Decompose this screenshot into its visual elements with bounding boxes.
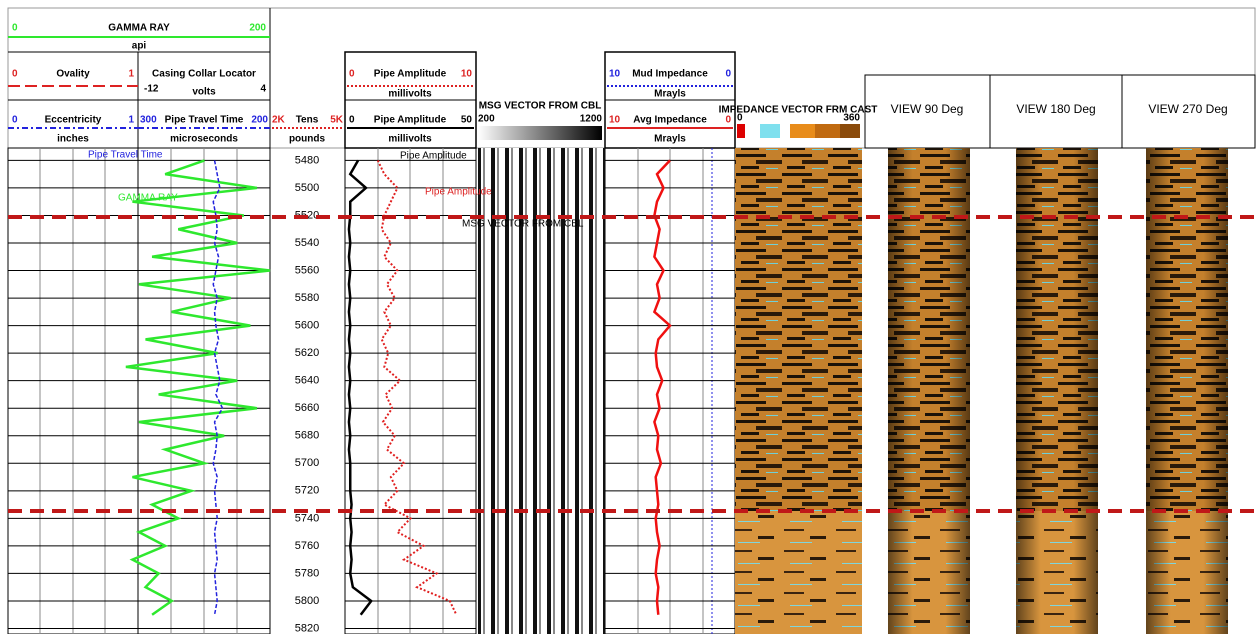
- scale-right: 10: [461, 69, 473, 80]
- curve-label: Pipe Travel Time: [88, 150, 163, 161]
- unit: microseconds: [170, 134, 238, 145]
- unit: volts: [192, 87, 216, 98]
- view-cylinders: [888, 148, 1228, 634]
- scale-left: 10: [609, 115, 621, 126]
- unit: millivolts: [388, 134, 432, 145]
- scale-left: 0: [349, 115, 355, 126]
- scale-right: 4: [260, 84, 266, 95]
- curve-label: Pipe Amplitude: [425, 187, 492, 198]
- track-name: Casing Collar Locator: [152, 69, 256, 80]
- scale-right: 1: [128, 69, 134, 80]
- depth-label: 5740: [295, 512, 319, 524]
- depth-label: 5540: [295, 237, 319, 249]
- track-name: GAMMA RAY: [108, 23, 170, 34]
- depth-label: 5660: [295, 402, 319, 414]
- depth-label: 5820: [295, 622, 319, 634]
- depth-label: 5720: [295, 485, 319, 497]
- depth-label: 5500: [295, 182, 319, 194]
- scale-left: 0: [349, 69, 355, 80]
- scale-right: 50: [461, 115, 473, 126]
- curve: [212, 160, 224, 615]
- scale-left: 10: [609, 69, 621, 80]
- vdl-image: [478, 148, 605, 634]
- unit: pounds: [289, 134, 326, 145]
- curve: [376, 159, 458, 616]
- log-body: [7, 147, 1228, 634]
- scale-left: 0: [12, 69, 18, 80]
- depth-label: 5480: [295, 154, 319, 166]
- track-name: Pipe Amplitude: [374, 115, 447, 126]
- scale-left: -12: [144, 84, 159, 95]
- view-title: VIEW 270 Deg: [1148, 102, 1227, 116]
- curve-label: MSG VECTOR FROM CBL: [462, 219, 584, 230]
- unit: api: [132, 41, 147, 52]
- depth-label: 5600: [295, 320, 319, 332]
- curve-label: Pipe Amplitude: [400, 151, 467, 162]
- scale-right: 200: [251, 115, 268, 126]
- track-name: Avg Impedance: [633, 115, 707, 126]
- track-name: Pipe Travel Time: [165, 115, 244, 126]
- curve: [125, 159, 271, 616]
- scale-right: 1200: [580, 114, 603, 125]
- depth-label: 5620: [295, 347, 319, 359]
- zone-markers: [8, 215, 1255, 513]
- depth-label: 5560: [295, 264, 319, 276]
- track-name: Ovality: [56, 69, 90, 80]
- scale-right: 0: [725, 69, 731, 80]
- curves: 5480550055205540556055805600562056405660…: [8, 154, 735, 634]
- view-title: VIEW 90 Deg: [891, 102, 964, 116]
- unit: Mrayls: [654, 89, 686, 100]
- curve-label: GAMMA RAY: [118, 193, 178, 204]
- track-name: Mud Impedance: [632, 69, 708, 80]
- scale-right: 1: [128, 115, 134, 126]
- depth-label: 5780: [295, 567, 319, 579]
- track-name: IMPEDANCE VECTOR FRM CAST: [719, 105, 878, 116]
- unit: Mrayls: [654, 134, 686, 145]
- scale-left: 300: [140, 115, 157, 126]
- header-text: GAMMA RAY 0 200 api Ovality 0 1 Casing C…: [12, 23, 1228, 145]
- track-name: Tens: [296, 115, 319, 126]
- scale-left: 0: [737, 113, 743, 124]
- header-lines: [8, 36, 860, 140]
- depth-label: 5680: [295, 430, 319, 442]
- scale-right: 360: [843, 113, 860, 124]
- impedance-image: [735, 511, 862, 634]
- depth-label: 5700: [295, 457, 319, 469]
- scale-right: 200: [249, 23, 266, 34]
- curve: [652, 159, 672, 615]
- track-name: Pipe Amplitude: [374, 69, 447, 80]
- scale-right: 5K: [330, 115, 344, 126]
- scale-right: 0: [725, 115, 731, 126]
- scale-left: 200: [478, 114, 495, 125]
- depth-label: 5640: [295, 375, 319, 387]
- depth-label: 5800: [295, 595, 319, 607]
- curve: [347, 159, 373, 616]
- unit: millivolts: [388, 89, 432, 100]
- scale-left: 0: [12, 23, 18, 34]
- depth-label: 5580: [295, 292, 319, 304]
- depth-label: 5760: [295, 540, 319, 552]
- annotations: Pipe Travel Time GAMMA RAY Pipe Amplitud…: [88, 150, 584, 230]
- scale-left: 0: [12, 115, 18, 126]
- unit: inches: [57, 134, 89, 145]
- track-name: Eccentricity: [45, 115, 102, 126]
- impedance-image: [735, 148, 862, 511]
- track-name: MSG VECTOR FROM CBL: [479, 101, 602, 112]
- scale-left: 2K: [272, 115, 286, 126]
- view-title: VIEW 180 Deg: [1016, 102, 1095, 116]
